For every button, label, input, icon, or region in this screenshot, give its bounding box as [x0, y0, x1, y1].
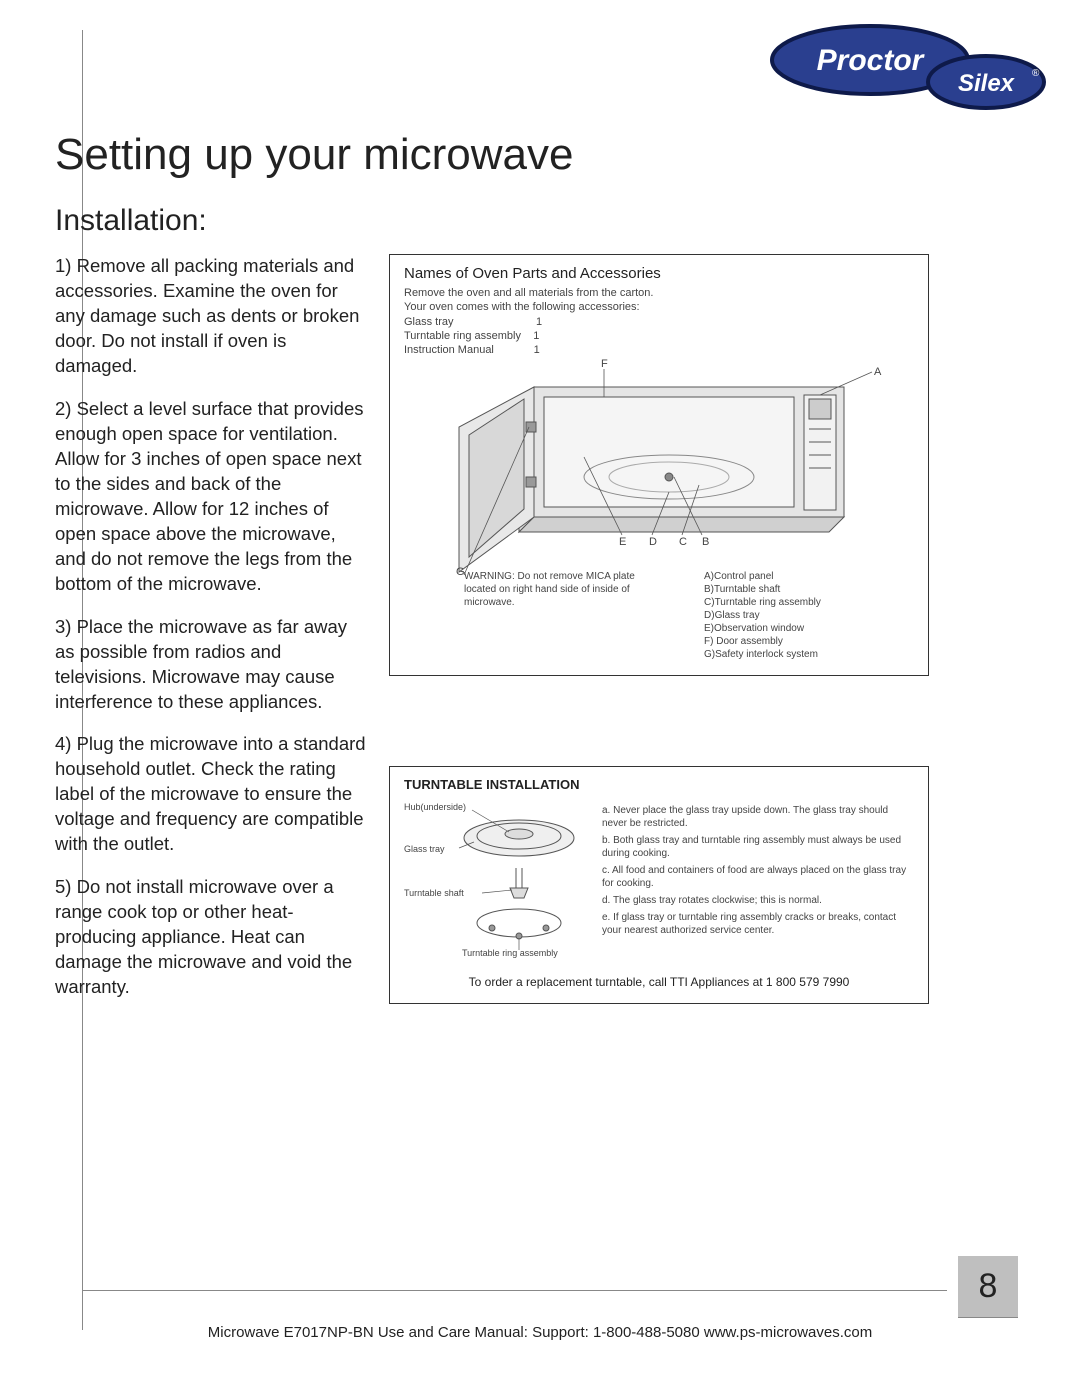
- brand-logo: Proctor Silex ®: [770, 20, 1050, 125]
- svg-text:B: B: [702, 536, 709, 548]
- tt-label-shaft: Turntable shaft: [404, 888, 464, 898]
- parts-accessories: Glass tray 1 Turntable ring assembly 1 I…: [404, 315, 914, 358]
- callout-g: Safety interlock system: [715, 649, 818, 660]
- page-number: 8: [958, 1256, 1018, 1318]
- parts-figure: Names of Oven Parts and Accessories Remo…: [389, 254, 929, 676]
- tt-label-ring: Turntable ring assembly: [462, 948, 558, 958]
- acc-1-qty: 1: [533, 330, 539, 342]
- parts-fig-title: Names of Oven Parts and Accessories: [404, 265, 914, 282]
- tt-note-b: b. Both glass tray and turntable ring as…: [602, 834, 914, 860]
- svg-text:C: C: [679, 536, 687, 548]
- callout-c: Turntable ring assembly: [715, 597, 821, 608]
- svg-text:D: D: [649, 536, 657, 548]
- tt-note-c: c. All food and containers of food are a…: [602, 864, 914, 890]
- tt-note-a: a. Never place the glass tray upside dow…: [602, 804, 914, 830]
- acc-0-qty: 1: [536, 316, 542, 328]
- tt-note-e: e. If glass tray or turntable ring assem…: [602, 911, 914, 937]
- parts-fig-intro: Remove the oven and all materials from t…: [404, 286, 914, 315]
- proctor-silex-logo-svg: Proctor Silex ®: [770, 20, 1050, 120]
- callout-a: Control panel: [714, 571, 773, 582]
- acc-1-name: Turntable ring assembly: [404, 330, 521, 342]
- footer-text: Microwave E7017NP-BN Use and Care Manual…: [0, 1324, 1080, 1341]
- figures-column: Names of Oven Parts and Accessories Remo…: [389, 254, 929, 1018]
- acc-2-qty: 1: [534, 344, 540, 356]
- microwave-diagram-svg: A F E D C B G: [404, 357, 904, 577]
- turntable-order-info: To order a replacement turntable, call T…: [404, 975, 914, 989]
- mica-warning: WARNING: Do not remove MICA plate locate…: [464, 570, 644, 661]
- step-4: 4) Plug the microwave into a standard ho…: [55, 732, 367, 857]
- tt-note-d: d. The glass tray rotates clockwise; thi…: [602, 894, 914, 907]
- content-area: Setting up your microwave Installation: …: [55, 130, 935, 1018]
- footer-rule: [82, 1290, 947, 1291]
- callout-f: Door assembly: [716, 636, 783, 647]
- acc-0-name: Glass tray: [404, 316, 454, 328]
- acc-2-name: Instruction Manual: [404, 344, 494, 356]
- step-5: 5) Do not install microwave over a range…: [55, 875, 367, 1000]
- tt-label-hub: Hub(underside): [404, 802, 466, 812]
- svg-text:E: E: [619, 536, 626, 548]
- step-3: 3) Place the microwave as far away as po…: [55, 615, 367, 715]
- logo-text-right: Silex: [958, 70, 1016, 97]
- section-subtitle: Installation:: [55, 204, 935, 238]
- turntable-notes: a. Never place the glass tray upside dow…: [602, 804, 914, 963]
- turntable-title: TURNTABLE INSTALLATION: [404, 777, 914, 792]
- installation-steps: 1) Remove all packing materials and acce…: [55, 254, 367, 1018]
- step-1: 1) Remove all packing materials and acce…: [55, 254, 367, 379]
- svg-text:A: A: [874, 366, 882, 378]
- callout-d: Glass tray: [715, 610, 760, 621]
- callout-legend: A)Control panel B)Turntable shaft C)Turn…: [704, 570, 821, 661]
- page-title: Setting up your microwave: [55, 130, 935, 180]
- step-2: 2) Select a level surface that provides …: [55, 397, 367, 597]
- logo-trademark: ®: [1032, 68, 1040, 79]
- turntable-diagram-svg: Hub(underside) Glass tray Turntable shaf…: [404, 798, 594, 958]
- tt-label-glass: Glass tray: [404, 844, 445, 854]
- callout-b: Turntable shaft: [714, 584, 780, 595]
- callout-e: Observation window: [714, 623, 804, 634]
- turntable-figure: TURNTABLE INSTALLATION: [389, 766, 929, 1004]
- svg-text:F: F: [601, 358, 608, 370]
- logo-text-left: Proctor: [817, 44, 926, 77]
